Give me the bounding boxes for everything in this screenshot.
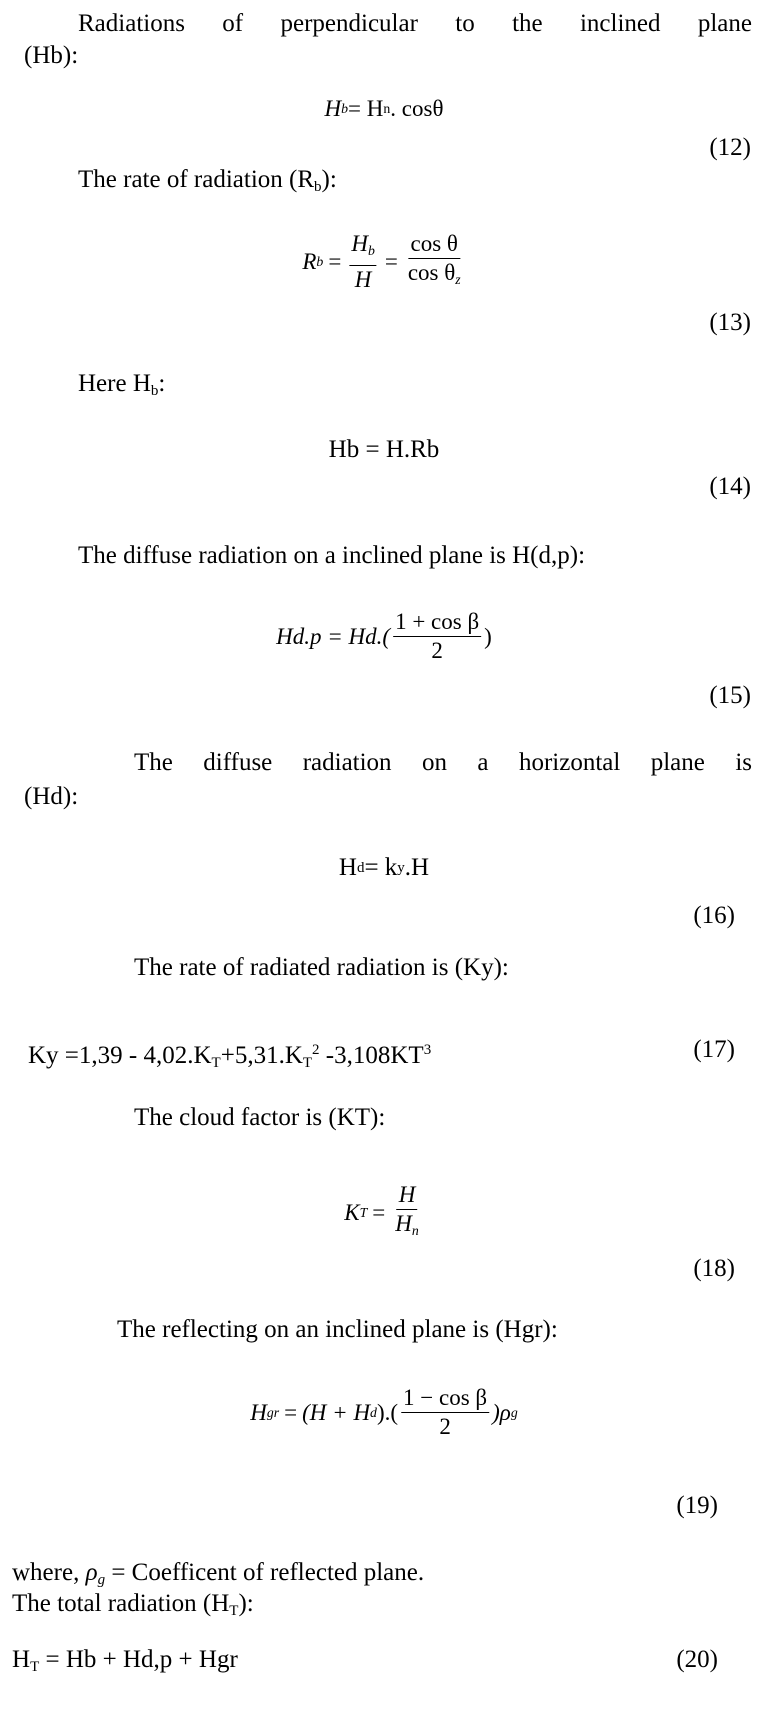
- denominator: cos θ: [407, 260, 456, 285]
- numerator: 1 + cos β: [393, 608, 482, 637]
- equation-number-13: (13): [709, 309, 751, 336]
- paragraph-where: where, ρg = Coefficent of reflected plan…: [12, 1558, 424, 1595]
- eq-text: . cosθ: [390, 96, 444, 121]
- text: The rate of radiation (R: [78, 166, 315, 193]
- eq-text: ): [484, 623, 492, 649]
- equation-17: Ky =1,39 - 4,02.KT+5,31.KT2 -3,108KT3: [28, 1035, 431, 1078]
- eq-subscript: n: [383, 101, 391, 116]
- eq-text: )ρ: [492, 1399, 511, 1425]
- numerator: cos θ: [408, 230, 460, 259]
- paragraph-here-hb: Here Hb:: [78, 369, 165, 406]
- equation-number-18: (18): [693, 1255, 735, 1282]
- eq-text: ).(: [376, 1399, 399, 1425]
- eq-text: = Hb + Hd,p + Hgr: [39, 1646, 238, 1673]
- equation-number-15: (15): [709, 682, 751, 709]
- paragraph-total-radiation: The total radiation (HT):: [12, 1589, 254, 1626]
- rho-symbol: ρ: [85, 1559, 98, 1586]
- eq-text: = H: [348, 96, 384, 121]
- subscript: b: [314, 179, 322, 195]
- equation-number-14: (14): [709, 473, 751, 500]
- eq-text: H: [12, 1646, 31, 1673]
- paragraph-hd-label: (Hd):: [24, 783, 79, 810]
- fraction: Hb H: [349, 230, 377, 294]
- paragraph-hb-label: (Hb):: [24, 42, 79, 69]
- subscript: z: [455, 272, 461, 287]
- eq-symbol: R: [302, 249, 317, 274]
- subscript: d: [356, 859, 365, 876]
- paragraph-rate-radiated: The rate of radiated radiation is (Ky):: [134, 954, 509, 981]
- eq-text: Ky =1,39 - 4,02.K: [28, 1042, 212, 1069]
- subscript: b: [150, 383, 159, 399]
- fraction: H Hn: [393, 1181, 421, 1245]
- subscript: n: [411, 1223, 419, 1238]
- eq-subscript: b: [341, 101, 349, 116]
- subscript: T: [211, 1055, 221, 1071]
- superscript: 2: [312, 1042, 320, 1058]
- subscript: g: [510, 1404, 518, 1420]
- subscript: d: [370, 1404, 377, 1420]
- text: = Coefficent of reflected plane.: [105, 1559, 425, 1586]
- text: where,: [12, 1559, 86, 1586]
- numerator: H: [396, 1181, 418, 1210]
- subscript: y: [397, 859, 405, 876]
- eq-text: = k: [364, 854, 398, 881]
- equation-18: K T = H Hn: [344, 1181, 424, 1245]
- text: ):: [238, 1590, 254, 1617]
- equation-number-20: (20): [676, 1646, 718, 1673]
- superscript: 3: [423, 1042, 432, 1058]
- paragraph-cloud-factor: The cloud factor is (KT):: [134, 1104, 386, 1131]
- text: The total radiation (H: [12, 1590, 230, 1617]
- eq-text: H: [338, 854, 357, 881]
- numerator: 1 − cos β: [401, 1384, 490, 1413]
- eq-text: Hb = H.Rb: [328, 436, 440, 463]
- equation-number-17: (17): [693, 1036, 735, 1063]
- equation-14: Hb = H.Rb: [329, 436, 440, 464]
- eq-subscript: b: [316, 254, 324, 269]
- equation-20: HT = Hb + Hd,p + Hgr: [12, 1645, 238, 1682]
- numerator: H: [351, 231, 368, 256]
- denominator: 2: [431, 638, 443, 663]
- text: Here H: [78, 370, 151, 397]
- equation-number-19: (19): [676, 1492, 718, 1519]
- subscript: g: [97, 1572, 106, 1588]
- eq-text: .H: [404, 854, 430, 881]
- paragraph-perpendicular-radiation: Radiations of perpendicular to the incli…: [78, 10, 752, 37]
- eq-text: +5,31.K: [220, 1042, 303, 1069]
- eq-text: Hd.p = Hd.(: [276, 623, 391, 649]
- text: ):: [321, 166, 337, 193]
- eq-text: -3,108KT: [319, 1042, 424, 1069]
- subscript: T: [302, 1055, 313, 1071]
- subscript: T: [30, 1659, 40, 1675]
- denominator: H: [395, 1211, 412, 1236]
- paragraph-reflecting: The reflecting on an inclined plane is (…: [117, 1316, 558, 1343]
- eq-text: (H + H: [302, 1399, 371, 1425]
- equation-number-12: (12): [709, 134, 751, 161]
- text: :: [158, 370, 166, 397]
- subscript: T: [229, 1603, 239, 1619]
- equation-number-16: (16): [693, 902, 735, 929]
- subscript: gr: [266, 1404, 280, 1420]
- subscript: T: [359, 1205, 368, 1220]
- eq-symbol: H: [324, 96, 342, 121]
- eq-symbol: K: [344, 1200, 360, 1225]
- denominator: H: [354, 267, 372, 292]
- eq-symbol: H: [250, 1399, 267, 1425]
- paragraph-diffuse-inclined: The diffuse radiation on a inclined plan…: [78, 542, 586, 569]
- paragraph-rate-of-radiation: The rate of radiation (Rb):: [78, 165, 337, 202]
- fraction: cos θ cos θz: [406, 230, 463, 294]
- subscript: b: [367, 243, 375, 258]
- denominator: 2: [439, 1414, 451, 1439]
- paragraph-diffuse-horizontal: The diffuse radiation on a horizontal pl…: [134, 749, 752, 776]
